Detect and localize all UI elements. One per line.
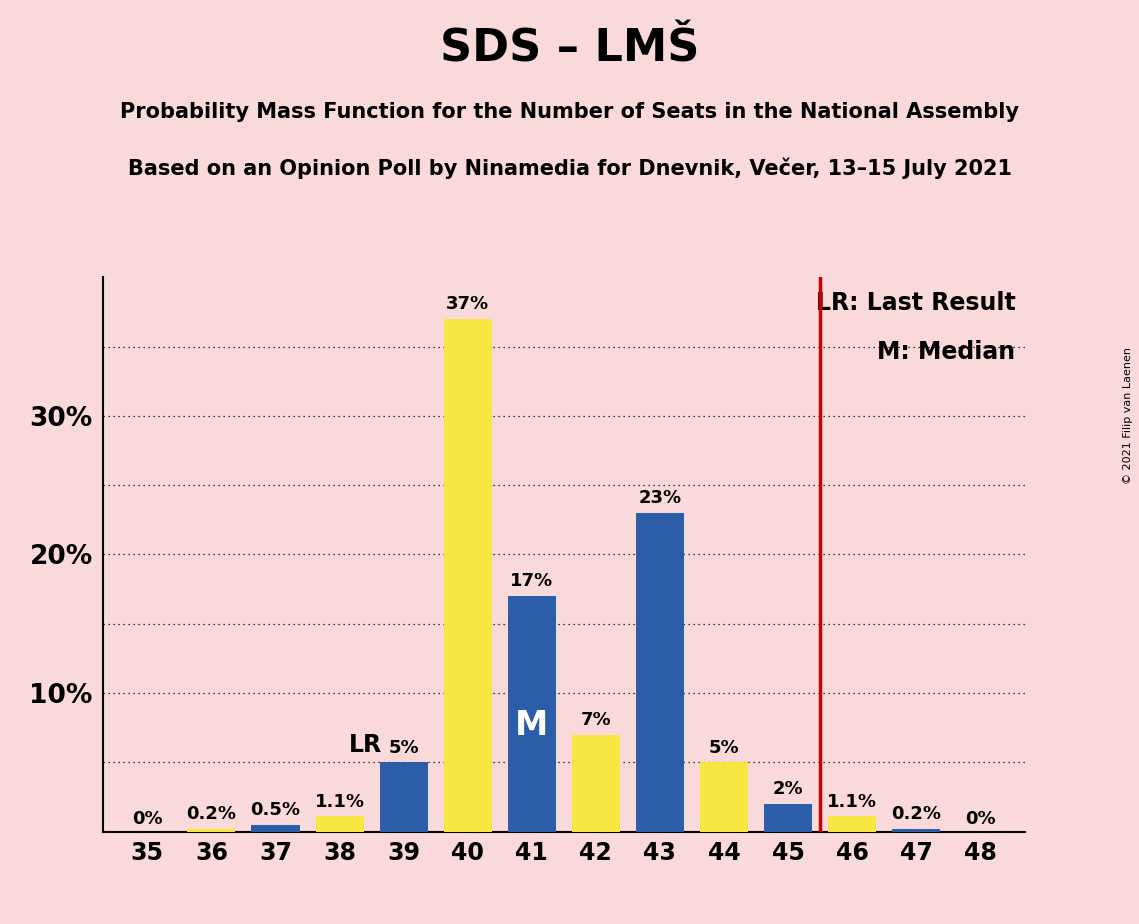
- Bar: [636, 513, 683, 832]
- Bar: [444, 319, 492, 832]
- Text: 0%: 0%: [965, 810, 995, 828]
- Bar: [508, 596, 556, 832]
- Text: 37%: 37%: [446, 296, 490, 313]
- Text: 0.2%: 0.2%: [187, 806, 237, 823]
- Text: 5%: 5%: [388, 739, 419, 757]
- Text: 0.2%: 0.2%: [891, 806, 941, 823]
- Text: 5%: 5%: [708, 739, 739, 757]
- Text: 7%: 7%: [581, 711, 612, 729]
- Text: 1.1%: 1.1%: [314, 793, 364, 811]
- Text: LR: Last Result: LR: Last Result: [816, 291, 1016, 315]
- Text: M: M: [515, 709, 548, 742]
- Text: 17%: 17%: [510, 573, 554, 590]
- Text: Probability Mass Function for the Number of Seats in the National Assembly: Probability Mass Function for the Number…: [120, 102, 1019, 122]
- Text: Based on an Opinion Poll by Ninamedia for Dnevnik, Večer, 13–15 July 2021: Based on an Opinion Poll by Ninamedia fo…: [128, 157, 1011, 178]
- Bar: [700, 762, 748, 832]
- Text: 0.5%: 0.5%: [251, 801, 301, 819]
- Text: 2%: 2%: [772, 781, 803, 798]
- Bar: [379, 762, 427, 832]
- Bar: [892, 829, 940, 832]
- Bar: [316, 817, 363, 832]
- Text: © 2021 Filip van Laenen: © 2021 Filip van Laenen: [1123, 347, 1133, 484]
- Bar: [828, 817, 876, 832]
- Bar: [188, 829, 236, 832]
- Bar: [572, 735, 620, 832]
- Text: M: Median: M: Median: [877, 340, 1016, 363]
- Bar: [764, 804, 812, 832]
- Text: 0%: 0%: [132, 810, 163, 828]
- Text: SDS – LMŠ: SDS – LMŠ: [440, 28, 699, 71]
- Bar: [252, 824, 300, 832]
- Text: LR: LR: [349, 733, 382, 757]
- Text: 1.1%: 1.1%: [827, 793, 877, 811]
- Text: 23%: 23%: [638, 490, 681, 507]
